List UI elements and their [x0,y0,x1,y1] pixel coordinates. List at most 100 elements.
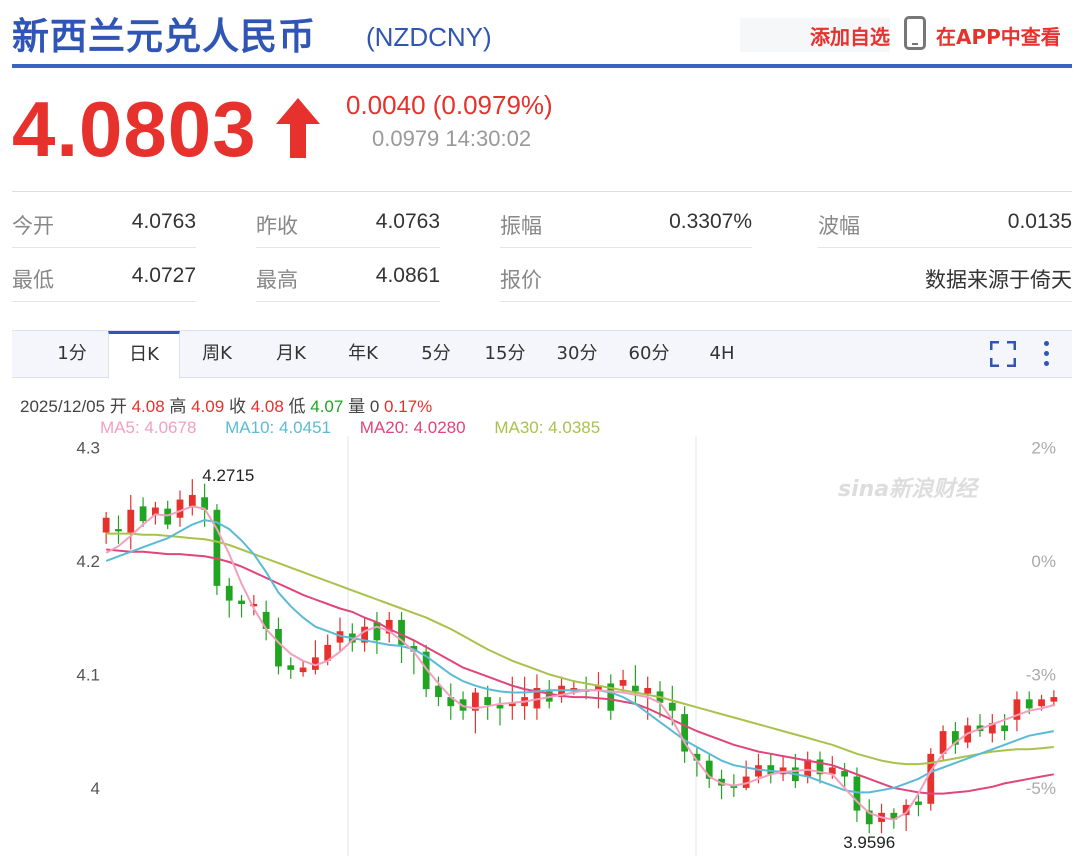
tab-monthly[interactable]: 月K [276,343,306,364]
candle-body [693,753,701,761]
stat-label: 波幅 [818,214,860,238]
candle-body [742,776,750,788]
candle-body [988,723,996,734]
candle-body [262,611,270,629]
stat-value: 4.0763 [375,210,440,233]
current-price: 4.0803 [12,85,257,173]
sub-change: 0.0979 [372,126,440,151]
pct-tick-label: 0% [1031,552,1056,571]
open-label: 开 [109,397,127,416]
ma20-label: MA20: 4.0280 [359,418,466,437]
candle-body [853,776,861,811]
candle-body [607,683,615,711]
stat-value: 4.0861 [375,264,440,287]
stat-value: 4.0763 [131,210,196,233]
candle-body [324,644,332,661]
candle-body [361,626,368,643]
arrow-up-icon [276,98,320,158]
tab-30min[interactable]: 30分 [556,343,598,364]
stat-value: 0.3307% [669,210,752,233]
tab-daily[interactable]: 日K [108,331,180,379]
candle-body [558,685,565,698]
stat-open: 今开 4.0763 [12,200,196,248]
candle-body [496,705,504,709]
candle-body [816,759,824,775]
ma10-label: MA10: 4.0451 [225,418,331,437]
candle-body [1038,699,1045,707]
candle-body [718,778,725,786]
stat-prev-close: 昨收 4.0763 [256,200,440,248]
candle-body [767,765,775,775]
high-label: 高 [169,397,187,416]
candle-body [927,753,935,804]
tab-60min[interactable]: 60分 [628,343,670,364]
tab-yearly[interactable]: 年K [348,343,378,364]
candle-body [619,680,627,686]
ma5-line [105,505,1055,821]
stat-label: 振幅 [500,214,542,238]
tab-4h[interactable]: 4H [709,343,735,364]
y-tick-label: 4 [91,779,100,798]
tab-weekly[interactable]: 周K [202,343,232,364]
candle-body [472,692,479,711]
open-value: 4.08 [131,397,165,416]
candle-body [681,714,688,752]
view-in-app-link[interactable]: 在APP中查看 [936,25,1061,49]
min-price-label: 3.9596 [843,833,895,852]
phone-icon[interactable] [904,16,926,50]
candle-body [176,499,184,518]
candlestick-chart[interactable]: 4.3 4.2 4.1 4 2% 0% -3% -5% sina新浪财经 4.2715 3.9596 [0,436,1080,856]
close-label: 收 [228,397,246,416]
candle-body [533,688,541,709]
candle-body [213,509,221,586]
candle-body [115,529,122,532]
tab-1min[interactable]: 1分 [57,343,87,364]
candle-body [705,760,713,779]
y-tick-label: 4.1 [76,665,100,684]
candle-body [398,619,405,645]
candle-body [164,508,172,525]
tab-15min[interactable]: 15分 [484,343,526,364]
candle-body [422,651,430,690]
candle-body [201,497,208,510]
candle-body [238,600,245,604]
candle-body [508,702,516,707]
max-price-label: 4.2715 [202,466,254,485]
candle-body [127,509,135,533]
stat-label: 昨收 [256,214,298,238]
candle-body [841,770,848,777]
price-change: 0.0040 (0.0979%) [346,90,553,120]
period-tabs: 1分 日K 周K 月K 年K 5分 15分 30分 60分 4H [12,330,1072,379]
ma20-line [106,548,1054,795]
volume-value: 0 [369,397,380,416]
candle-body [385,619,393,634]
candle-body [890,812,898,820]
data-source: 数据来源于倚天 [925,269,1072,292]
low-label: 低 [288,397,306,416]
more-options-icon[interactable] [1042,341,1050,369]
stat-value: 0.0135 [1007,210,1072,233]
pct-change: 0.17% [384,397,433,416]
ohlc-date: 2025/12/05 [20,397,106,416]
candle-body [102,517,110,533]
candle-body [1050,697,1058,702]
ma30-line [106,532,1054,766]
stat-amplitude: 振幅 0.3307% [500,200,752,248]
low-value: 4.07 [310,397,344,416]
stat-low: 最低 4.0727 [12,254,196,302]
tab-5min[interactable]: 5分 [421,343,451,364]
stat-label: 最高 [256,268,298,292]
candle-body [952,731,959,745]
quote-panel: 4.0803 0.0040 (0.0979%) 0.0979 14:30:02 [12,80,1072,192]
pct-tick-label: 2% [1031,438,1056,457]
ma-legend: MA5: 4.0678 MA10: 4.0451 MA20: 4.0280 MA… [100,418,624,438]
candle-body [188,495,196,507]
stat-high: 最高 4.0861 [256,254,440,302]
add-favorite-button[interactable]: 添加自选 [740,18,890,52]
candle-body [225,585,233,601]
candle-body [668,702,676,711]
candle-body [1001,725,1008,732]
fullscreen-icon[interactable] [990,341,1016,367]
candle-body [644,688,652,694]
close-value: 4.08 [250,397,284,416]
